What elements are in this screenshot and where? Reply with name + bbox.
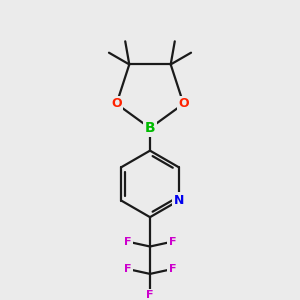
Text: F: F [124,264,131,274]
Text: B: B [145,121,155,135]
Text: F: F [146,290,154,300]
Text: F: F [169,264,176,274]
Text: O: O [111,97,122,110]
Text: F: F [169,237,176,247]
Text: F: F [124,237,131,247]
Text: N: N [174,194,184,207]
Text: O: O [178,97,189,110]
